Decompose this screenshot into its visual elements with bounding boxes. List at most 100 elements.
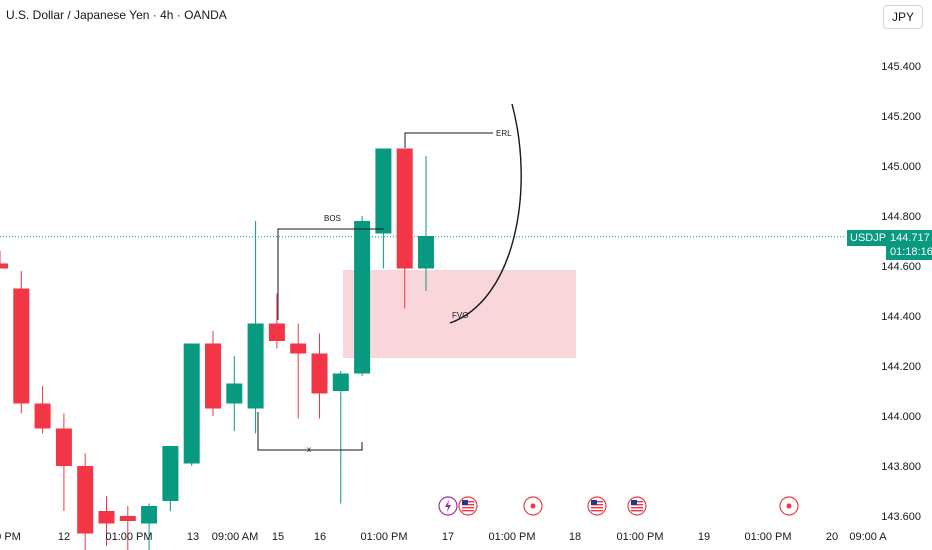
x-tick-label: 01:00 PM: [488, 531, 535, 543]
x-tick-label: 19: [698, 531, 710, 543]
x-tick-label: 15: [272, 531, 284, 543]
x-tick-label: 18: [569, 531, 581, 543]
us-flag-icon[interactable]: [627, 496, 647, 516]
x-tick-label: 0 PM: [0, 531, 21, 543]
x-tick-label: 09:00 AM: [212, 531, 258, 543]
flag-canton: [631, 500, 637, 505]
event-markers[interactable]: [438, 496, 799, 516]
candle-body: [183, 343, 200, 464]
candle: [354, 216, 371, 376]
candle-body: [34, 403, 51, 429]
dot-icon[interactable]: [779, 496, 799, 516]
fvg-label: FVG: [452, 311, 468, 320]
dot-glyph: [530, 503, 536, 509]
candle-body: [311, 353, 328, 394]
y-tick-label: 144.400: [881, 311, 921, 323]
candle-body: [332, 373, 349, 391]
x-tick-label: 01:00 PM: [744, 531, 791, 543]
candle-body: [98, 511, 115, 524]
candle: [290, 323, 307, 419]
last-price-tag: 144.717 01:18:16: [886, 230, 932, 260]
dot-icon[interactable]: [523, 496, 543, 516]
y-tick-label: 145.000: [881, 161, 921, 173]
x-tick-label: 16: [314, 531, 326, 543]
candles-layer: [0, 148, 434, 550]
flag-stripe: [462, 510, 474, 512]
y-tick-label: 145.200: [881, 111, 921, 123]
candle: [13, 271, 30, 414]
lightning-glyph: [445, 500, 451, 512]
price-axis[interactable]: 145.400 145.200 145.000 144.800 144.600 144.4…: [881, 61, 921, 523]
x-tick-label: 01:00 PM: [616, 531, 663, 543]
candle-body: [268, 323, 285, 341]
candle-body: [119, 516, 136, 521]
candle: [375, 148, 392, 269]
bos-label: BOS: [324, 214, 341, 223]
candle: [55, 413, 72, 511]
candle: [311, 333, 328, 419]
candle-body: [162, 446, 179, 501]
candle-body: [396, 148, 413, 269]
bos-line: [277, 228, 384, 320]
candle: [98, 496, 115, 546]
candle: [418, 156, 434, 291]
candle-body: [226, 383, 243, 404]
flag-stripe: [631, 507, 643, 509]
symbol-tag-label: USDJPY: [850, 232, 894, 244]
flag-canton: [462, 500, 468, 505]
candle: [77, 453, 94, 550]
candle: [141, 503, 158, 550]
x-tick-label: 20: [826, 531, 838, 543]
projection-curve: [449, 103, 522, 324]
x-tick-label: 13: [187, 531, 199, 543]
candle: [183, 343, 200, 466]
dot-glyph: [786, 503, 792, 509]
flag-stripe: [591, 507, 603, 509]
candle: [119, 506, 136, 550]
us-flag-icon[interactable]: [587, 496, 607, 516]
symbol-title: U.S. Dollar / Japanese Yen · 4h · OANDA: [6, 8, 227, 22]
flag-canton: [591, 500, 597, 505]
flag-stripe: [591, 510, 603, 512]
time-axis[interactable]: 0 PM 12 01:00 PM 13 09:00 AM 15 16 01:00 PM 17 01…: [0, 531, 887, 543]
candle: [162, 446, 179, 511]
candle-body: [13, 288, 30, 404]
flag-stripe: [631, 510, 643, 512]
erl-label: ERL: [496, 129, 512, 138]
candle: [268, 293, 285, 349]
y-tick-label: 144.200: [881, 361, 921, 373]
fvg-zone: [343, 270, 576, 358]
candle: [247, 221, 264, 434]
y-tick-label: 145.400: [881, 61, 921, 73]
us-flag-icon[interactable]: [458, 496, 478, 516]
candle-body: [205, 343, 221, 409]
y-tick-label: 144.000: [881, 411, 921, 423]
candle-body: [418, 236, 434, 269]
candle: [205, 331, 221, 416]
candle-body: [141, 506, 158, 524]
candle: [34, 386, 51, 434]
y-tick-label: 144.800: [881, 211, 921, 223]
annotations-layer: BOS ERL FVG x: [257, 103, 522, 454]
candle: [226, 356, 243, 431]
candle: [396, 148, 413, 309]
candle-body: [55, 428, 72, 466]
bar-countdown: 01:18:16: [890, 246, 932, 258]
x-tick-label: 01:00 PM: [360, 531, 407, 543]
x-tick-label: 01:00 PM: [105, 531, 152, 543]
currency-button[interactable]: JPY: [883, 5, 923, 29]
candle-body: [0, 263, 8, 269]
x-tick-label: 09:00 A: [849, 531, 887, 543]
x-line: [257, 412, 363, 451]
lightning-icon[interactable]: [438, 496, 458, 516]
symbol-price-tag: USDJPY: [847, 230, 897, 246]
x-tick-label: 12: [58, 531, 70, 543]
flag-stripe: [462, 507, 474, 509]
candle: [0, 251, 8, 269]
erl-line: [404, 132, 493, 148]
candle-body: [290, 343, 307, 354]
candle-body: [354, 221, 371, 374]
last-price-value: 144.717: [890, 232, 930, 244]
